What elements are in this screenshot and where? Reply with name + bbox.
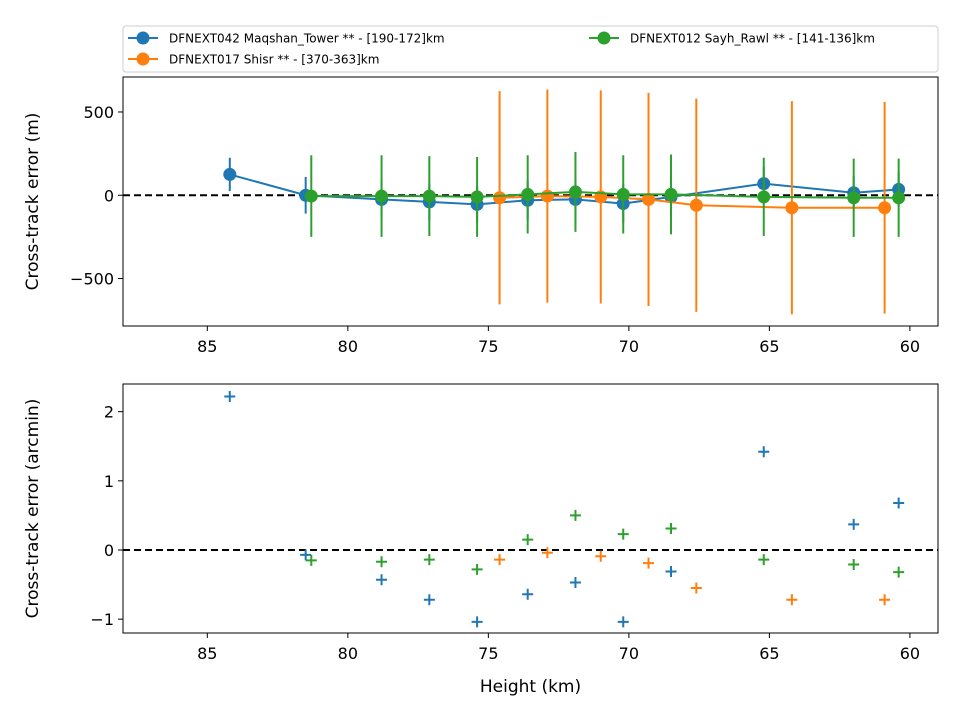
plus-marker [893,566,905,578]
x-tick-label: 85 [197,644,217,663]
plus-marker [494,554,506,566]
legend-marker [136,31,150,45]
x-tick-label: 65 [759,644,779,663]
series-2 [305,509,905,578]
plus-marker [522,588,534,600]
data-point [304,189,318,203]
data-point [540,189,554,203]
y-axis-label: Cross-track error (arcmin) [23,399,43,619]
plus-marker [471,616,483,628]
plus-marker [665,565,677,577]
y-tick-label: 2 [104,403,114,422]
x-tick-label: 70 [619,644,639,663]
data-point [568,185,582,199]
data-point [521,187,535,201]
series-0 [224,390,905,628]
data-point [878,201,892,215]
plus-marker [423,554,435,566]
plus-marker [224,390,236,402]
legend: DFNEXT042 Maqshan_Tower ** - [190-172]km… [122,25,939,73]
plus-marker [879,594,891,606]
top-panel-cross-track-error-m: 85 80 75 70 65 60 500 0 −500 Cross-track error (m… [23,76,939,356]
legend-frame [122,25,939,73]
series-line [229,173,899,206]
plus-marker [617,616,629,628]
series-2 [304,151,906,237]
plus-marker [595,550,607,562]
plot-area [123,390,938,628]
plus-marker [376,574,388,586]
plus-marker [758,554,770,566]
bottom-panel-cross-track-error-arcmin: 85 80 75 70 65 60 2 1 0 −1 Cross-track error (arcm… [23,383,939,697]
x-tick-label: 70 [619,337,639,356]
x-tick-label: 60 [900,337,920,356]
data-point [892,191,906,205]
plus-marker [758,446,770,458]
plus-marker [471,563,483,575]
legend-label: DFNEXT012 Sayh_Rawl ** - [141-136]km [630,32,875,46]
axes-frame [122,383,939,634]
plus-marker [541,547,553,559]
x-tick-label: 80 [338,644,358,663]
x-tick-label: 85 [197,337,217,356]
x-tick-label: 75 [478,337,498,356]
legend-entry: DFNEXT017 Shisr ** - [370-363]km [128,52,379,67]
x-tick-label: 65 [759,337,779,356]
x-tick-label: 75 [478,644,498,663]
y-tick-label: −1 [90,610,114,629]
plus-marker [848,518,860,530]
y-tick-label: 500 [83,103,114,122]
legend-label: DFNEXT042 Maqshan_Tower ** - [190-172]km [169,32,445,46]
data-point [375,189,389,203]
y-axis-label: Cross-track error (m) [23,113,43,291]
plus-marker [305,554,317,566]
x-axis-label: Height (km) [480,677,581,697]
plus-marker [376,556,388,568]
plus-marker [569,509,581,521]
plus-marker [893,497,905,509]
legend-label: DFNEXT017 Shisr ** - [370-363]km [169,53,379,67]
legend-marker [136,52,150,66]
plus-marker [569,577,581,589]
data-point [785,201,799,215]
plus-marker [690,582,702,594]
y-tick-label: 1 [104,472,114,491]
data-point [470,190,484,204]
data-point [642,192,656,206]
plus-marker [665,523,677,535]
plot-area [123,89,938,315]
data-point [664,187,678,201]
plus-marker [617,528,629,540]
x-tick-label: 60 [900,644,920,663]
y-tick-label: 0 [104,186,114,205]
data-point [422,189,436,203]
plus-marker [423,594,435,606]
series-1 [493,89,892,315]
plus-marker [786,594,798,606]
plus-marker [522,534,534,546]
data-point [847,191,861,205]
series-0 [223,157,906,223]
x-tick-label: 80 [338,337,358,356]
y-tick-label: 0 [104,541,114,560]
legend-entry: DFNEXT012 Sayh_Rawl ** - [141-136]km [589,31,875,46]
y-tick-label: −500 [70,270,114,289]
data-point [757,190,771,204]
data-point [223,167,237,181]
legend-marker [597,31,611,45]
plus-marker [643,557,655,569]
axes-frame [122,76,939,327]
legend-entry: DFNEXT042 Maqshan_Tower ** - [190-172]km [128,31,445,46]
series-1 [494,547,891,606]
plus-marker [848,559,860,571]
data-point [493,191,507,205]
data-point [616,187,630,201]
plus-marker [300,549,312,561]
data-point [689,198,703,212]
